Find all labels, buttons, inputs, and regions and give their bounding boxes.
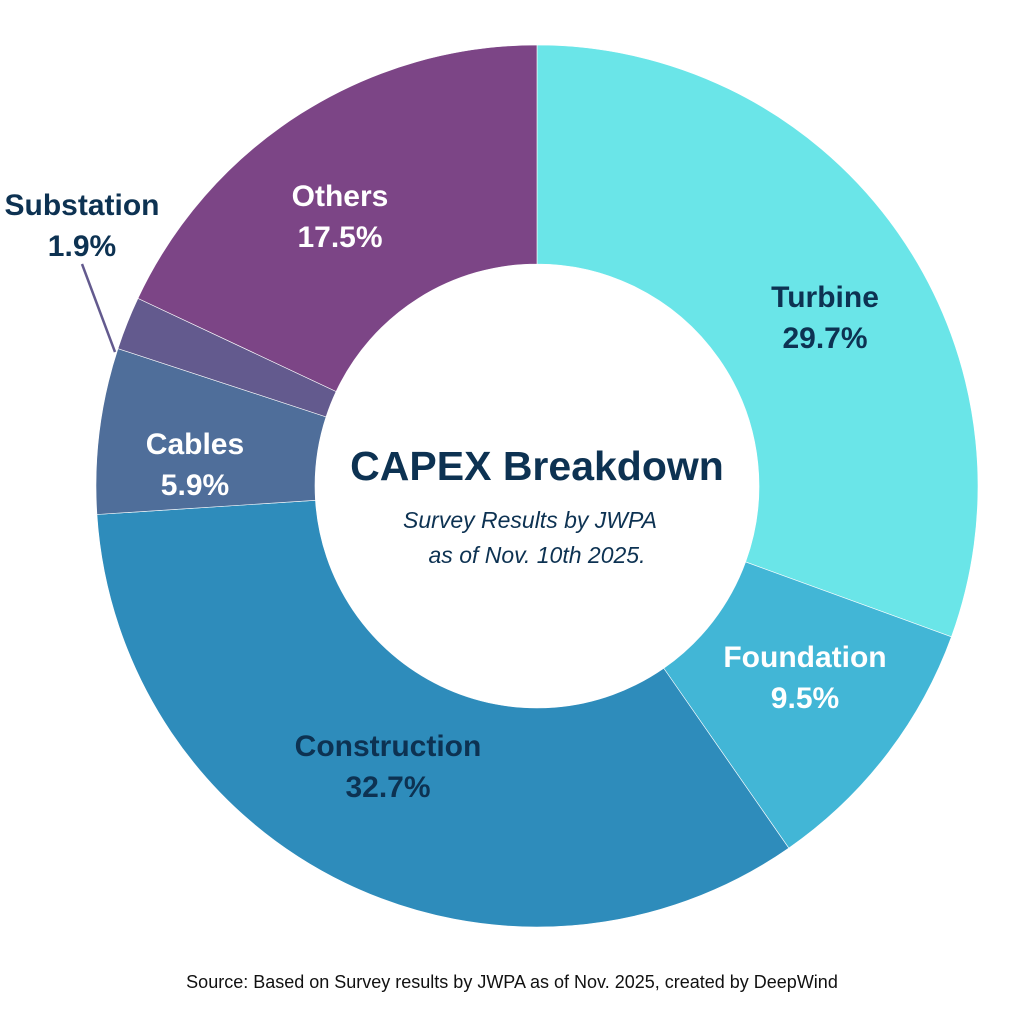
chart-subtitle-line-1: Survey Results by JWPA	[403, 507, 657, 533]
source-note: Source: Based on Survey results by JWPA …	[186, 972, 838, 992]
slice-name-label-turbine: Turbine	[771, 281, 879, 314]
slice-foundation	[663, 561, 952, 849]
slice-name-label-cables: Cables	[146, 428, 244, 461]
slice-construction	[96, 500, 790, 928]
chart-title: CAPEX Breakdown	[350, 443, 724, 489]
slice-turbine	[536, 44, 979, 638]
slice-value-label-others: 17.5%	[297, 221, 382, 254]
slice-value-label-substation: 1.9%	[48, 230, 116, 263]
slice-value-label-foundation: 9.5%	[771, 682, 839, 715]
slice-name-label-others: Others	[292, 180, 389, 213]
slice-value-label-turbine: 29.7%	[782, 322, 867, 355]
slice-value-label-construction: 32.7%	[345, 771, 430, 804]
chart-subtitle-line-2: as of Nov. 10th 2025.	[429, 542, 646, 568]
slice-name-label-construction: Construction	[295, 730, 482, 763]
slice-others	[137, 44, 538, 392]
slice-name-label-substation: Substation	[5, 189, 160, 222]
slice-name-label-foundation: Foundation	[723, 641, 886, 674]
substation-leader-line	[80, 263, 117, 353]
slice-value-label-cables: 5.9%	[161, 469, 229, 502]
